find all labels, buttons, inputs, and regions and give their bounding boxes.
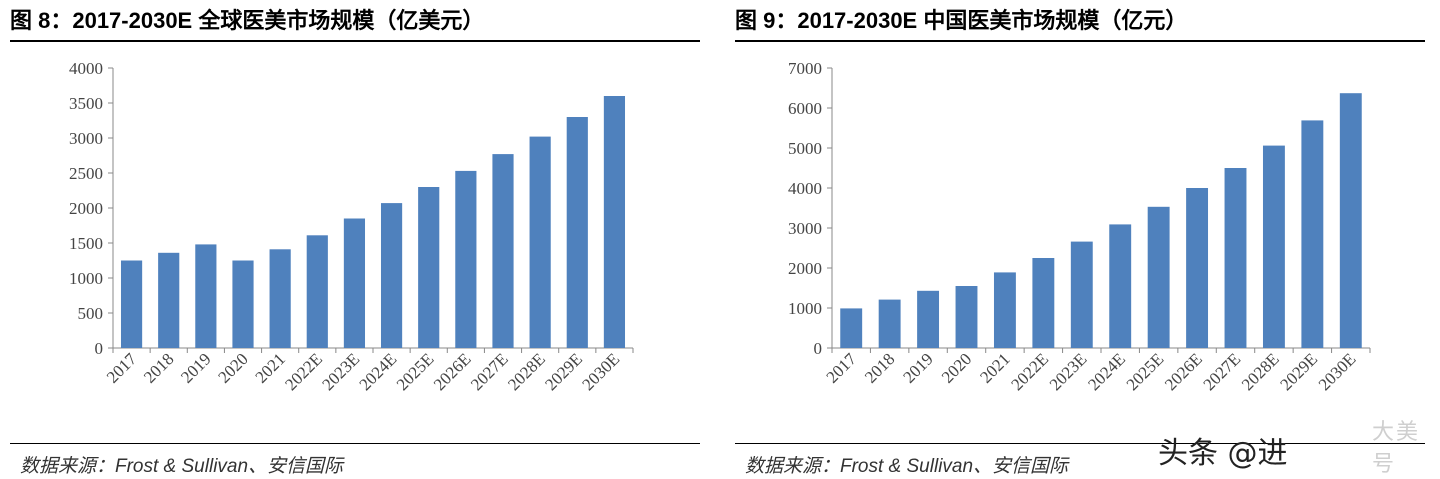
bar [269,249,291,348]
x-tick-label: 2029E [1276,349,1321,394]
y-tick-label: 0 [95,339,104,358]
x-tick-label: 2017 [823,349,861,387]
bar [492,154,514,348]
chart-panel-china: 图 9：2017-2030E 中国医美市场规模（亿元） 0 1000 2000 300… [735,0,1435,479]
x-tick-label: 2027E [1200,349,1245,394]
x-tick-label: 2026E [1161,349,1206,394]
y-tick-label: 1000 [69,269,103,288]
chart-title: 图 8：2017-2030E 全球医美市场规模（亿美元） [10,6,700,42]
bar [840,308,863,348]
y-tick-label: 2000 [788,259,822,278]
x-tick-label: 2027E [467,349,512,394]
x-tick-label: 2023E [1046,349,1091,394]
bar [120,260,143,348]
y-tick-label: 3000 [69,129,103,148]
x-tick-label: 2030E [578,349,623,394]
x-tick-label: 2022E [1007,349,1052,394]
watermark-text: 头条 @进 [1158,436,1288,471]
x-tick-label: 2028E [1238,349,1283,394]
bar-chart-global: 0 500 1000 1500 2000 2500 3000 3500 4000 2017 2018… [69,59,634,394]
bar [993,272,1016,348]
bar [1301,120,1324,349]
bar [1186,188,1209,348]
bar [195,244,217,348]
x-tick-label: 2028E [504,349,549,394]
bar [955,286,978,348]
y-tick-label: 3500 [69,94,103,113]
x-tick-label: 2018 [140,349,177,386]
source-note: 数据来源：Frost & Sullivan、安信国际 [20,456,344,477]
source-divider [10,443,700,444]
watermark-stamp: 大美号 [1372,420,1421,477]
x-tick-label: 2019 [177,349,214,386]
bar [306,235,328,348]
y-tick-label: 7000 [788,59,822,78]
bar [1070,241,1093,348]
x-tick-label: 2024E [1084,349,1129,394]
y-tick-label: 2000 [69,199,103,218]
bar [455,170,477,348]
bar [1224,168,1247,348]
y-tick-label: 4000 [69,59,103,78]
x-tick-label: 2024E [356,349,401,394]
y-tick-label: 1500 [69,234,103,253]
x-tick-label: 2020 [938,349,975,386]
bar [1147,206,1170,348]
x-tick-label: 2019 [899,349,936,386]
source-divider [735,443,1425,444]
y-tick-label: 4000 [788,179,822,198]
x-tick-label: 2020 [214,349,251,386]
y-tick-label: 1000 [788,299,822,318]
y-tick-label: 5000 [788,139,822,158]
source-note: 数据来源：Frost & Sullivan、安信国际 [745,456,1069,477]
x-tick-label: 2025E [393,349,438,394]
bar [343,218,366,348]
y-tick-label: 3000 [788,219,822,238]
bar [418,187,440,348]
x-tick-label: 2026E [430,349,475,394]
x-tick-label: 2018 [861,349,898,386]
x-tick-label: 2025E [1123,349,1168,394]
bar [1339,93,1362,348]
bar [917,290,940,348]
bar [1032,258,1055,348]
y-tick-label: 2500 [69,164,103,183]
bar [1262,145,1285,348]
bar [529,136,551,348]
bar [232,260,254,348]
bar [566,117,588,348]
y-tick-label: 6000 [788,99,822,118]
x-tick-label: 2030E [1315,349,1360,394]
x-tick-label: 2017 [103,349,141,387]
bar [878,299,901,348]
x-tick-label: 2029E [541,349,586,394]
bar [158,252,180,348]
bar [603,96,626,348]
y-tick-label: 500 [78,304,104,323]
chart-panel-global: 图 8：2017-2030E 全球医美市场规模（亿美元） 0 500 1000 150… [10,0,710,479]
y-tick-label: 0 [814,339,823,358]
bar-chart-china: 0 1000 2000 3000 4000 5000 6000 7000 2017 2018 201… [788,59,1371,394]
bar [380,203,403,348]
chart-title: 图 9：2017-2030E 中国医美市场规模（亿元） [735,6,1425,42]
x-tick-label: 2023E [318,349,363,394]
x-tick-label: 2022E [281,349,326,394]
bar [1109,224,1132,348]
